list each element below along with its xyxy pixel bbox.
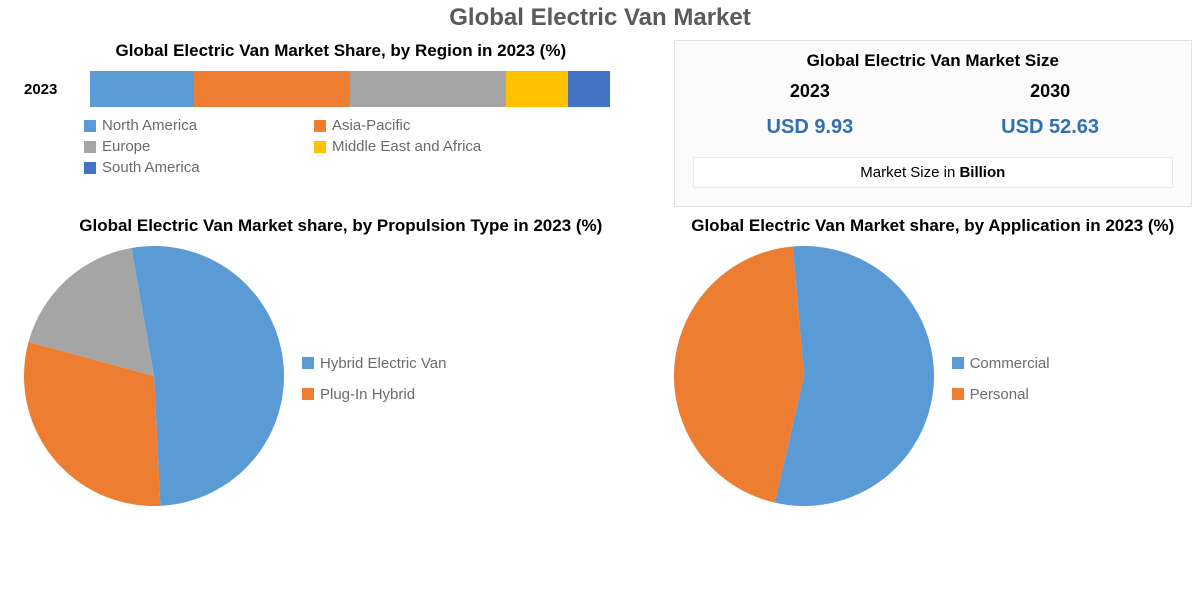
market-size-col: 2030 USD 52.63 [1001, 81, 1099, 139]
legend-swatch-icon [314, 141, 326, 153]
market-size-col: 2023 USD 9.93 [767, 81, 854, 139]
region-bar-segment [194, 71, 350, 107]
application-pie-panel: Global Electric Van Market share, by App… [674, 215, 1192, 511]
propulsion-pie-title: Global Electric Van Market share, by Pro… [79, 215, 602, 236]
legend-item: North America [84, 117, 284, 134]
propulsion-pie-chart [24, 246, 284, 511]
legend-label: South America [102, 159, 200, 176]
dashboard-grid: Global Electric Van Market Share, by Reg… [0, 40, 1200, 511]
legend-label: Middle East and Africa [332, 138, 481, 155]
pie-svg [674, 246, 934, 506]
market-size-title: Global Electric Van Market Size [693, 51, 1173, 71]
market-size-year: 2023 [767, 81, 854, 102]
legend-item: South America [84, 159, 284, 176]
legend-swatch-icon [302, 357, 314, 369]
propulsion-pie-panel: Global Electric Van Market share, by Pro… [24, 215, 658, 511]
legend-label: Personal [970, 386, 1029, 403]
legend-item: Plug-In Hybrid [302, 386, 446, 403]
legend-item: Asia-Pacific [314, 117, 514, 134]
application-pie-legend: Commercial Personal [952, 355, 1050, 403]
region-bar-segment [90, 71, 194, 107]
legend-label: Plug-In Hybrid [320, 386, 415, 403]
market-size-value: USD 9.93 [767, 116, 854, 139]
legend-swatch-icon [84, 141, 96, 153]
legend-swatch-icon [302, 388, 314, 400]
legend-item: Personal [952, 386, 1050, 403]
market-size-unit: Market Size in Billion [693, 157, 1173, 188]
market-size-columns: 2023 USD 9.93 2030 USD 52.63 [693, 81, 1173, 139]
application-pie-title: Global Electric Van Market share, by App… [691, 215, 1174, 236]
market-size-unit-prefix: Market Size in [860, 164, 959, 181]
market-size-panel: Global Electric Van Market Size 2023 USD … [674, 40, 1192, 207]
propulsion-pie-legend: Hybrid Electric Van Plug-In Hybrid [302, 355, 446, 403]
legend-label: Commercial [970, 355, 1050, 372]
region-bar-segment [568, 71, 610, 107]
region-bar-title: Global Electric Van Market Share, by Reg… [24, 40, 658, 61]
market-size-unit-bold: Billion [959, 164, 1005, 181]
legend-swatch-icon [314, 120, 326, 132]
legend-item: Commercial [952, 355, 1050, 372]
legend-swatch-icon [84, 120, 96, 132]
legend-item: Europe [84, 138, 284, 155]
legend-swatch-icon [952, 388, 964, 400]
legend-swatch-icon [952, 357, 964, 369]
page-title: Global Electric Van Market [0, 0, 1200, 40]
legend-swatch-icon [84, 162, 96, 174]
legend-label: Asia-Pacific [332, 117, 410, 134]
region-bar-segment [350, 71, 506, 107]
region-bar-panel: Global Electric Van Market Share, by Reg… [24, 40, 658, 207]
pie-svg [24, 246, 284, 506]
region-legend: North America Asia-Pacific Europe Middle Ea… [84, 117, 658, 176]
legend-item: Middle East and Africa [314, 138, 514, 155]
region-stacked-bar [90, 71, 610, 107]
region-bar-row: 2023 [24, 71, 658, 107]
region-bar-year-label: 2023 [24, 81, 78, 98]
legend-label: Europe [102, 138, 150, 155]
market-size-value: USD 52.63 [1001, 116, 1099, 139]
legend-label: Hybrid Electric Van [320, 355, 446, 372]
market-size-year: 2030 [1001, 81, 1099, 102]
legend-label: North America [102, 117, 197, 134]
application-pie-chart [674, 246, 934, 511]
region-bar-segment [506, 71, 568, 107]
legend-item: Hybrid Electric Van [302, 355, 446, 372]
